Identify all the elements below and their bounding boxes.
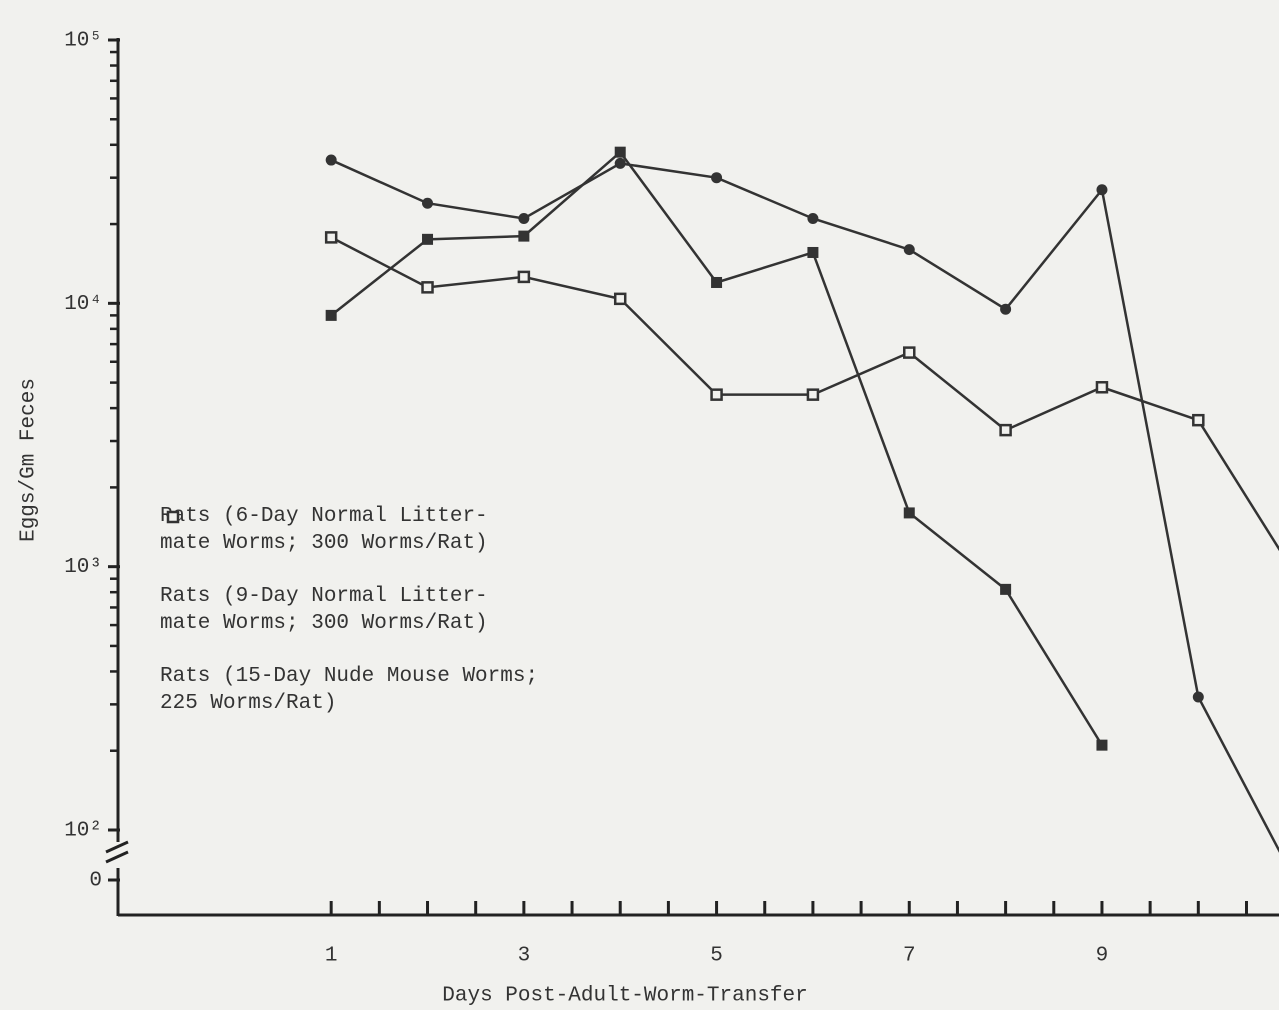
x-tick-label: 1 [325,945,338,968]
point [806,388,820,401]
y-tick-label: 10⁵ [64,30,102,53]
point [1096,184,1108,196]
point [614,146,626,158]
x-tick-label: 5 [710,945,723,968]
point [422,197,434,209]
x-tick-label: 3 [518,945,531,968]
series-line [330,158,1279,853]
point [903,346,916,359]
point [807,246,819,258]
point [711,276,723,288]
point [614,157,626,169]
point [1000,303,1012,315]
legend-item: Rats (6-Day Normal Litter- mate Worms; 3… [160,503,720,557]
y-tick-label: 0 [89,870,102,893]
point [613,292,627,306]
point [710,388,723,401]
point [711,172,723,184]
point [517,270,531,284]
x-tick-label: 7 [903,945,916,968]
point [1192,413,1205,427]
point [325,309,337,321]
y-tick-label: 10³ [64,556,102,579]
y-tick-label: 10⁴ [64,293,102,316]
legend-item: Rats (9-Day Normal Litter- mate Worms; 3… [160,511,720,637]
point [999,423,1012,437]
point [422,233,434,245]
point [518,212,530,224]
legend-item: Rats (15-Day Nude Mouse Worms; 225 Worms… [160,510,720,717]
axes [105,38,1279,917]
legend-label: Rats (6-Day Normal Litter- mate Worms; 3… [160,505,488,555]
point [1000,583,1012,595]
point [421,281,434,294]
legend-marker [166,510,180,524]
axis-break [105,840,129,854]
point [1095,381,1109,394]
point [324,231,338,244]
y-tick-label: 10² [64,820,102,843]
point [518,230,530,242]
series-line [330,236,1279,552]
point [1192,691,1204,703]
x-axis-label: Days Post-Adult-Worm-Transfer [442,985,807,1008]
legend-label: Rats (9-Day Normal Litter- mate Worms; 3… [160,585,488,635]
legend: Rats (6-Day Normal Litter- mate Worms; 3… [160,503,720,743]
point [807,212,819,224]
axis-break [105,850,129,864]
x-tick-label: 9 [1096,945,1109,968]
point [903,244,915,256]
point [1096,739,1108,751]
legend-label: Rats (15-Day Nude Mouse Worms; 225 Worms… [160,665,539,715]
y-axis-label: Eggs/Gm Feces [18,378,41,542]
point [325,154,337,166]
legend-symbol [166,510,180,524]
point [903,507,915,519]
